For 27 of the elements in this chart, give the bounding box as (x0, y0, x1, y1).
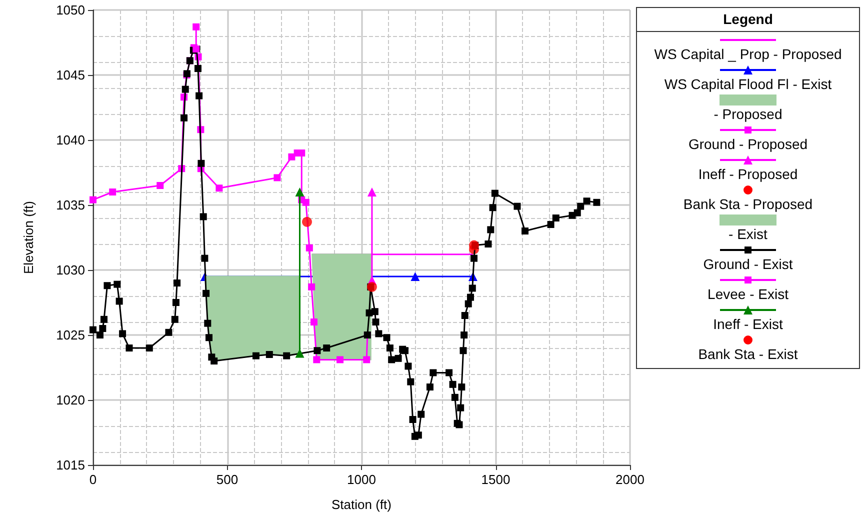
legend-label: Ground - Proposed (687, 136, 809, 152)
legend-label: Bank Sta - Exist (697, 346, 799, 362)
y-axis-title: Elevation (ft) (21, 201, 36, 274)
legend-title: Legend (637, 8, 859, 32)
legend-label: Ineff - Exist (712, 316, 784, 332)
x-axis-title: Station (ft) (332, 497, 392, 512)
legend-label: - Exist (728, 226, 768, 242)
y-tick-label: 1040 (56, 132, 85, 148)
legend-label: Levee - Exist (706, 286, 790, 302)
legend-label: Ground - Exist (702, 256, 794, 272)
x-tick-label: 1000 (347, 472, 376, 487)
legend-label: Bank Sta - Proposed (682, 196, 814, 212)
legend-label: WS Capital Flood Fl - Exist (663, 76, 833, 92)
legend-label: WS Capital _ Prop - Proposed (653, 46, 843, 62)
y-tick-label: 1015 (56, 458, 85, 472)
x-tick-label: 2000 (616, 472, 644, 487)
legend-label: Ineff - Proposed (697, 166, 799, 182)
y-tick-label: 1035 (56, 198, 85, 212)
y-tick-label: 1020 (56, 392, 85, 408)
x-tick-label: 1500 (481, 472, 510, 487)
y-tick-label: 1025 (56, 328, 85, 342)
y-tick-label: 1050 (56, 2, 85, 18)
y-tick-label: 1030 (56, 262, 85, 278)
x-tick-label: 500 (216, 472, 238, 487)
legend-label: - Proposed (712, 106, 784, 122)
y-tick-label: 1045 (56, 68, 85, 82)
x-tick-label: 0 (89, 472, 97, 487)
